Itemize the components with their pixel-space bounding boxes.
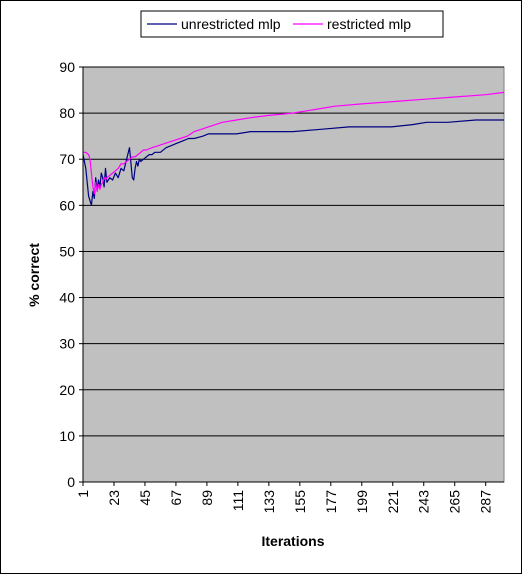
x-tick-label: 23 [106, 490, 122, 506]
y-tick-label: 60 [59, 197, 75, 213]
x-tick-label: 1 [75, 490, 91, 498]
legend-label-restricted-mlp: restricted mlp [327, 16, 411, 32]
x-axis-title: Iterations [261, 533, 324, 549]
x-tick-label: 243 [416, 490, 432, 514]
x-tick-label: 111 [230, 490, 246, 511]
x-tick-label: 45 [137, 490, 153, 506]
x-tick-label: 287 [478, 490, 494, 514]
y-tick-label: 0 [67, 474, 75, 490]
y-tick-label: 30 [59, 336, 75, 352]
y-tick-label: 20 [59, 382, 75, 398]
series-line-unrestricted-mlp [82, 119, 504, 206]
y-axis-title: % correct [26, 243, 42, 307]
y-tick-label: 10 [59, 428, 75, 444]
grid-lines [83, 66, 504, 437]
x-tick-label: 199 [354, 490, 370, 514]
y-tick-label: 70 [59, 151, 75, 167]
x-tick-label: 67 [168, 490, 184, 506]
series-lines [82, 91, 505, 206]
x-axis-ticks: 1 23 45 67 89 111 133 155 177 199 221 243 265 287 [75, 482, 494, 513]
x-tick-label: 89 [199, 490, 215, 506]
y-tick-label: 40 [59, 290, 75, 306]
x-tick-label: 221 [385, 490, 401, 514]
legend-label-unrestricted-mlp: unrestricted mlp [181, 16, 281, 32]
x-tick-label: 265 [447, 490, 463, 514]
y-tick-label: 90 [59, 59, 75, 75]
y-tick-label: 50 [59, 243, 75, 259]
legend-box [140, 10, 444, 38]
x-tick-label: 155 [292, 490, 308, 514]
y-axis-ticks: 0 10 20 30 40 50 60 70 80 90 [59, 59, 83, 490]
x-tick-label: 177 [323, 490, 339, 514]
series-line-restricted-mlp [83, 91, 505, 195]
y-tick-label: 80 [59, 105, 75, 121]
x-tick-label: 133 [261, 490, 277, 514]
plot-area [82, 66, 505, 483]
legend: unrestricted mlp restricted mlp [140, 10, 444, 38]
